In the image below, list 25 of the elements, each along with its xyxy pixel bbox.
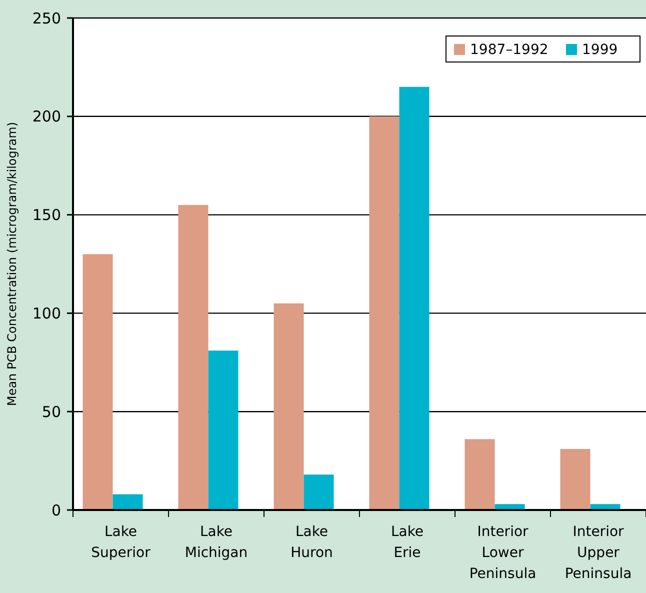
y-tick-label: 150 <box>32 206 61 224</box>
bar <box>112 494 143 510</box>
bar <box>274 303 304 510</box>
x-tick-label: Interior Lower Peninsula <box>469 524 536 582</box>
bar <box>464 439 495 510</box>
bar <box>399 86 430 510</box>
x-tick-label: Lake Huron <box>290 524 333 561</box>
y-tick-label: 250 <box>32 9 61 28</box>
bar <box>178 204 208 510</box>
bar <box>560 448 590 510</box>
bar <box>82 254 113 510</box>
bar <box>369 116 400 510</box>
x-tick-label: Lake Michigan <box>184 524 248 561</box>
y-axis-title: Mean PCB Concentration (microgram/kilogram) <box>5 122 19 406</box>
y-tick-label: 200 <box>32 108 61 126</box>
x-tick-label: Lake Superior <box>91 524 151 561</box>
bar <box>208 350 238 510</box>
y-tick-label: 0 <box>51 501 61 520</box>
x-tick-label: Interior Upper Peninsula <box>564 524 632 582</box>
y-tick-label: 50 <box>42 402 61 421</box>
legend-label: 1987–1992 <box>470 42 548 58</box>
y-tick-label: 100 <box>32 304 61 322</box>
legend-label: 1999 <box>582 42 618 58</box>
x-tick-label: Lake Erie <box>390 524 424 561</box>
bar <box>304 474 334 510</box>
